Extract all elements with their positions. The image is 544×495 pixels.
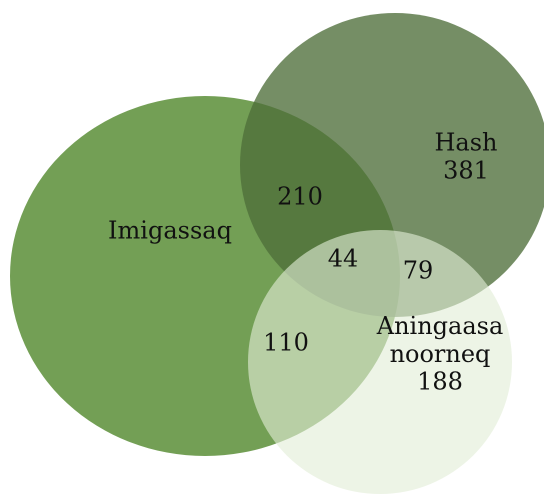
set-label: Hash: [434, 129, 497, 157]
intersection-value: 44: [328, 245, 359, 273]
set-label: Imigassaq: [108, 217, 232, 245]
set-label: Aningaasa noorneq: [376, 312, 504, 368]
set-value: 188: [417, 368, 463, 396]
set-circle: [248, 230, 512, 494]
set-value: 381: [443, 157, 489, 185]
intersection-value: 210: [277, 183, 323, 211]
intersection-value: 79: [403, 257, 434, 285]
set-circle: [240, 13, 544, 317]
intersection-value: 110: [263, 329, 309, 357]
